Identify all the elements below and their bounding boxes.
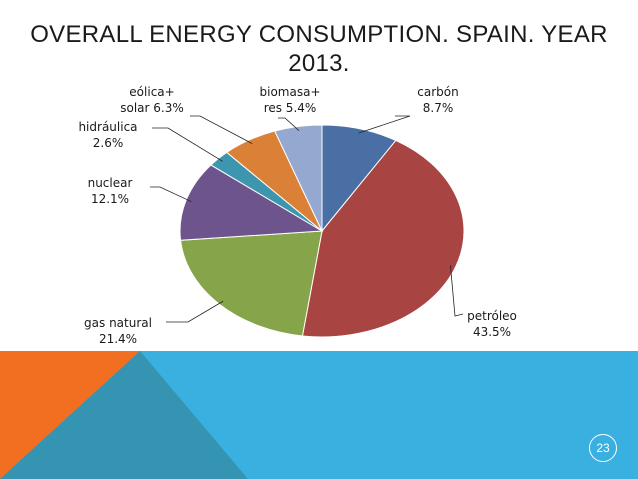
leader-line: [190, 115, 253, 144]
slice-label-name: biomasa+: [260, 85, 321, 99]
leader-line: [278, 117, 300, 131]
page-number-badge: 23: [589, 434, 617, 462]
slide-title-line-2: 2013.: [288, 50, 350, 77]
pie-slice: [179, 230, 323, 337]
leader-line: [152, 127, 223, 162]
pie-slice: [179, 164, 324, 241]
slice-label-value: 43.5%: [473, 325, 511, 339]
slice-label-name: gas natural: [84, 316, 152, 330]
leader-line: [358, 115, 411, 134]
footer-band: [0, 351, 638, 479]
slice-label-name: nuclear: [88, 176, 133, 190]
slice-label-value: solar 6.3%: [120, 101, 184, 115]
slice-label-value: 8.7%: [423, 101, 454, 115]
pie-slice: [301, 139, 465, 338]
pie-chart: carbón 8.7% petróleo 43.5% gas natural 21.4% n…: [78, 85, 517, 346]
leader-line: [450, 265, 464, 317]
slide-title-line-1: OVERALL ENERGY CONSUMPTION. SPAIN. YEAR: [30, 21, 608, 48]
slice-label-value: res 5.4%: [264, 101, 317, 115]
slice-label-value: 21.4%: [99, 332, 137, 346]
slice-label-name: carbón: [417, 85, 458, 99]
slide-title: OVERALL ENERGY CONSUMPTION. SPAIN. YEAR …: [0, 20, 638, 78]
leader-line: [150, 186, 192, 203]
footer-teal-triangle: [0, 351, 248, 479]
slice-label-name: petróleo: [467, 309, 517, 323]
slice-label-value: 12.1%: [91, 192, 129, 206]
slice-label-name: hidráulica: [78, 120, 137, 134]
slice-label-value: 2.6%: [93, 136, 124, 150]
leader-line: [166, 300, 224, 323]
pie-slice: [274, 124, 323, 232]
slice-label-name: eólica+: [129, 85, 174, 99]
